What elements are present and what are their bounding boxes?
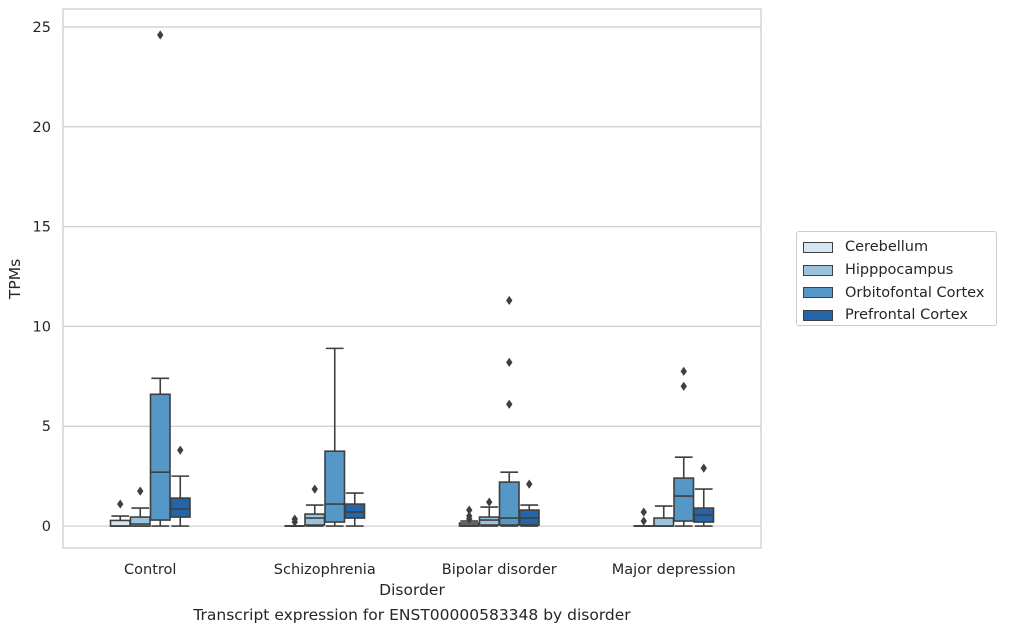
y-tick-label: 20 bbox=[33, 120, 51, 136]
box-prefrontal-cortex bbox=[693, 463, 715, 527]
legend-label: Orbitofontal Cortex bbox=[845, 284, 985, 301]
y-axis-label: TPMs bbox=[6, 259, 24, 300]
y-tick-label: 15 bbox=[33, 220, 51, 236]
outlier-point bbox=[680, 381, 687, 391]
legend-label: Hipppocampus bbox=[845, 262, 954, 279]
outlier-point bbox=[640, 507, 647, 517]
box-cerebellum bbox=[284, 514, 306, 527]
legend-swatch bbox=[803, 241, 833, 253]
outlier-point bbox=[291, 514, 298, 524]
box-orbitofontal-cortex bbox=[324, 347, 346, 527]
x-tick-labels: Control Schizophrenia Bipolar disorder Majo… bbox=[124, 562, 736, 578]
legend-swatch bbox=[803, 264, 833, 276]
box-hipppocampus bbox=[304, 484, 326, 527]
box-iqr bbox=[673, 477, 695, 522]
box-iqr bbox=[129, 516, 151, 527]
box-iqr bbox=[478, 516, 500, 526]
box-orbitofontal-cortex bbox=[498, 295, 520, 527]
legend-item: Hipppocampus bbox=[803, 259, 996, 282]
plot-area-frame bbox=[62, 8, 762, 549]
outlier-point bbox=[700, 463, 707, 473]
outlier-point bbox=[506, 295, 513, 306]
y-tick-label: 25 bbox=[33, 20, 51, 36]
box-prefrontal-cortex bbox=[344, 492, 366, 527]
legend-item: Prefrontal Cortex bbox=[803, 304, 996, 327]
box-prefrontal-cortex bbox=[169, 445, 191, 527]
box-hipppocampus bbox=[653, 505, 675, 527]
box-cerebellum bbox=[458, 505, 480, 527]
outlier-point bbox=[157, 30, 164, 40]
y-tick-label: 0 bbox=[42, 519, 51, 535]
x-tick-label: Bipolar disorder bbox=[442, 562, 557, 578]
outlier-point bbox=[311, 484, 318, 494]
box-iqr bbox=[653, 517, 675, 527]
x-tick-label: Schizophrenia bbox=[274, 562, 376, 578]
outlier-point bbox=[177, 445, 184, 455]
figure-caption: Transcript expression for ENST0000058334… bbox=[193, 606, 631, 624]
legend-item: Orbitofontal Cortex bbox=[803, 281, 996, 304]
outlier-point bbox=[486, 497, 493, 507]
legend-label: Prefrontal Cortex bbox=[845, 307, 968, 324]
legend: Cerebellum Hipppocampus Orbitofontal Corte… bbox=[796, 231, 997, 326]
outlier-point bbox=[680, 366, 687, 376]
box-iqr bbox=[109, 519, 131, 527]
outlier-point bbox=[506, 357, 513, 367]
box-groups bbox=[109, 30, 715, 527]
outlier-point bbox=[137, 486, 144, 496]
box-hipppocampus bbox=[478, 497, 500, 527]
y-tick-label: 10 bbox=[33, 319, 51, 335]
legend-item: Cerebellum bbox=[803, 236, 996, 259]
legend-swatch bbox=[803, 287, 833, 299]
box-iqr bbox=[149, 393, 171, 521]
box-prefrontal-cortex bbox=[518, 479, 540, 527]
box-cerebellum bbox=[633, 507, 655, 527]
outlier-point bbox=[466, 511, 473, 521]
x-tick-label: Major depression bbox=[612, 562, 736, 578]
box-iqr bbox=[324, 450, 346, 523]
outlier-point bbox=[526, 479, 533, 489]
y-tick-label: 5 bbox=[42, 419, 51, 435]
x-tick-label: Control bbox=[124, 562, 176, 578]
box-cerebellum bbox=[109, 499, 131, 527]
outlier-point bbox=[640, 516, 647, 526]
y-tick-labels: 0 5 10 15 20 25 bbox=[33, 20, 51, 535]
legend-label: Cerebellum bbox=[845, 239, 929, 256]
outlier-point bbox=[117, 499, 124, 509]
box-iqr bbox=[304, 513, 326, 526]
box-orbitofontal-cortex bbox=[673, 366, 695, 527]
box-iqr bbox=[169, 497, 191, 518]
box-iqr bbox=[344, 503, 366, 519]
x-axis-label: Disorder bbox=[379, 581, 445, 599]
box-hipppocampus bbox=[129, 486, 151, 527]
outlier-point bbox=[466, 505, 473, 515]
box-orbitofontal-cortex bbox=[149, 30, 171, 527]
box-iqr bbox=[498, 481, 520, 526]
outlier-point bbox=[506, 399, 513, 409]
legend-swatch bbox=[803, 309, 833, 321]
